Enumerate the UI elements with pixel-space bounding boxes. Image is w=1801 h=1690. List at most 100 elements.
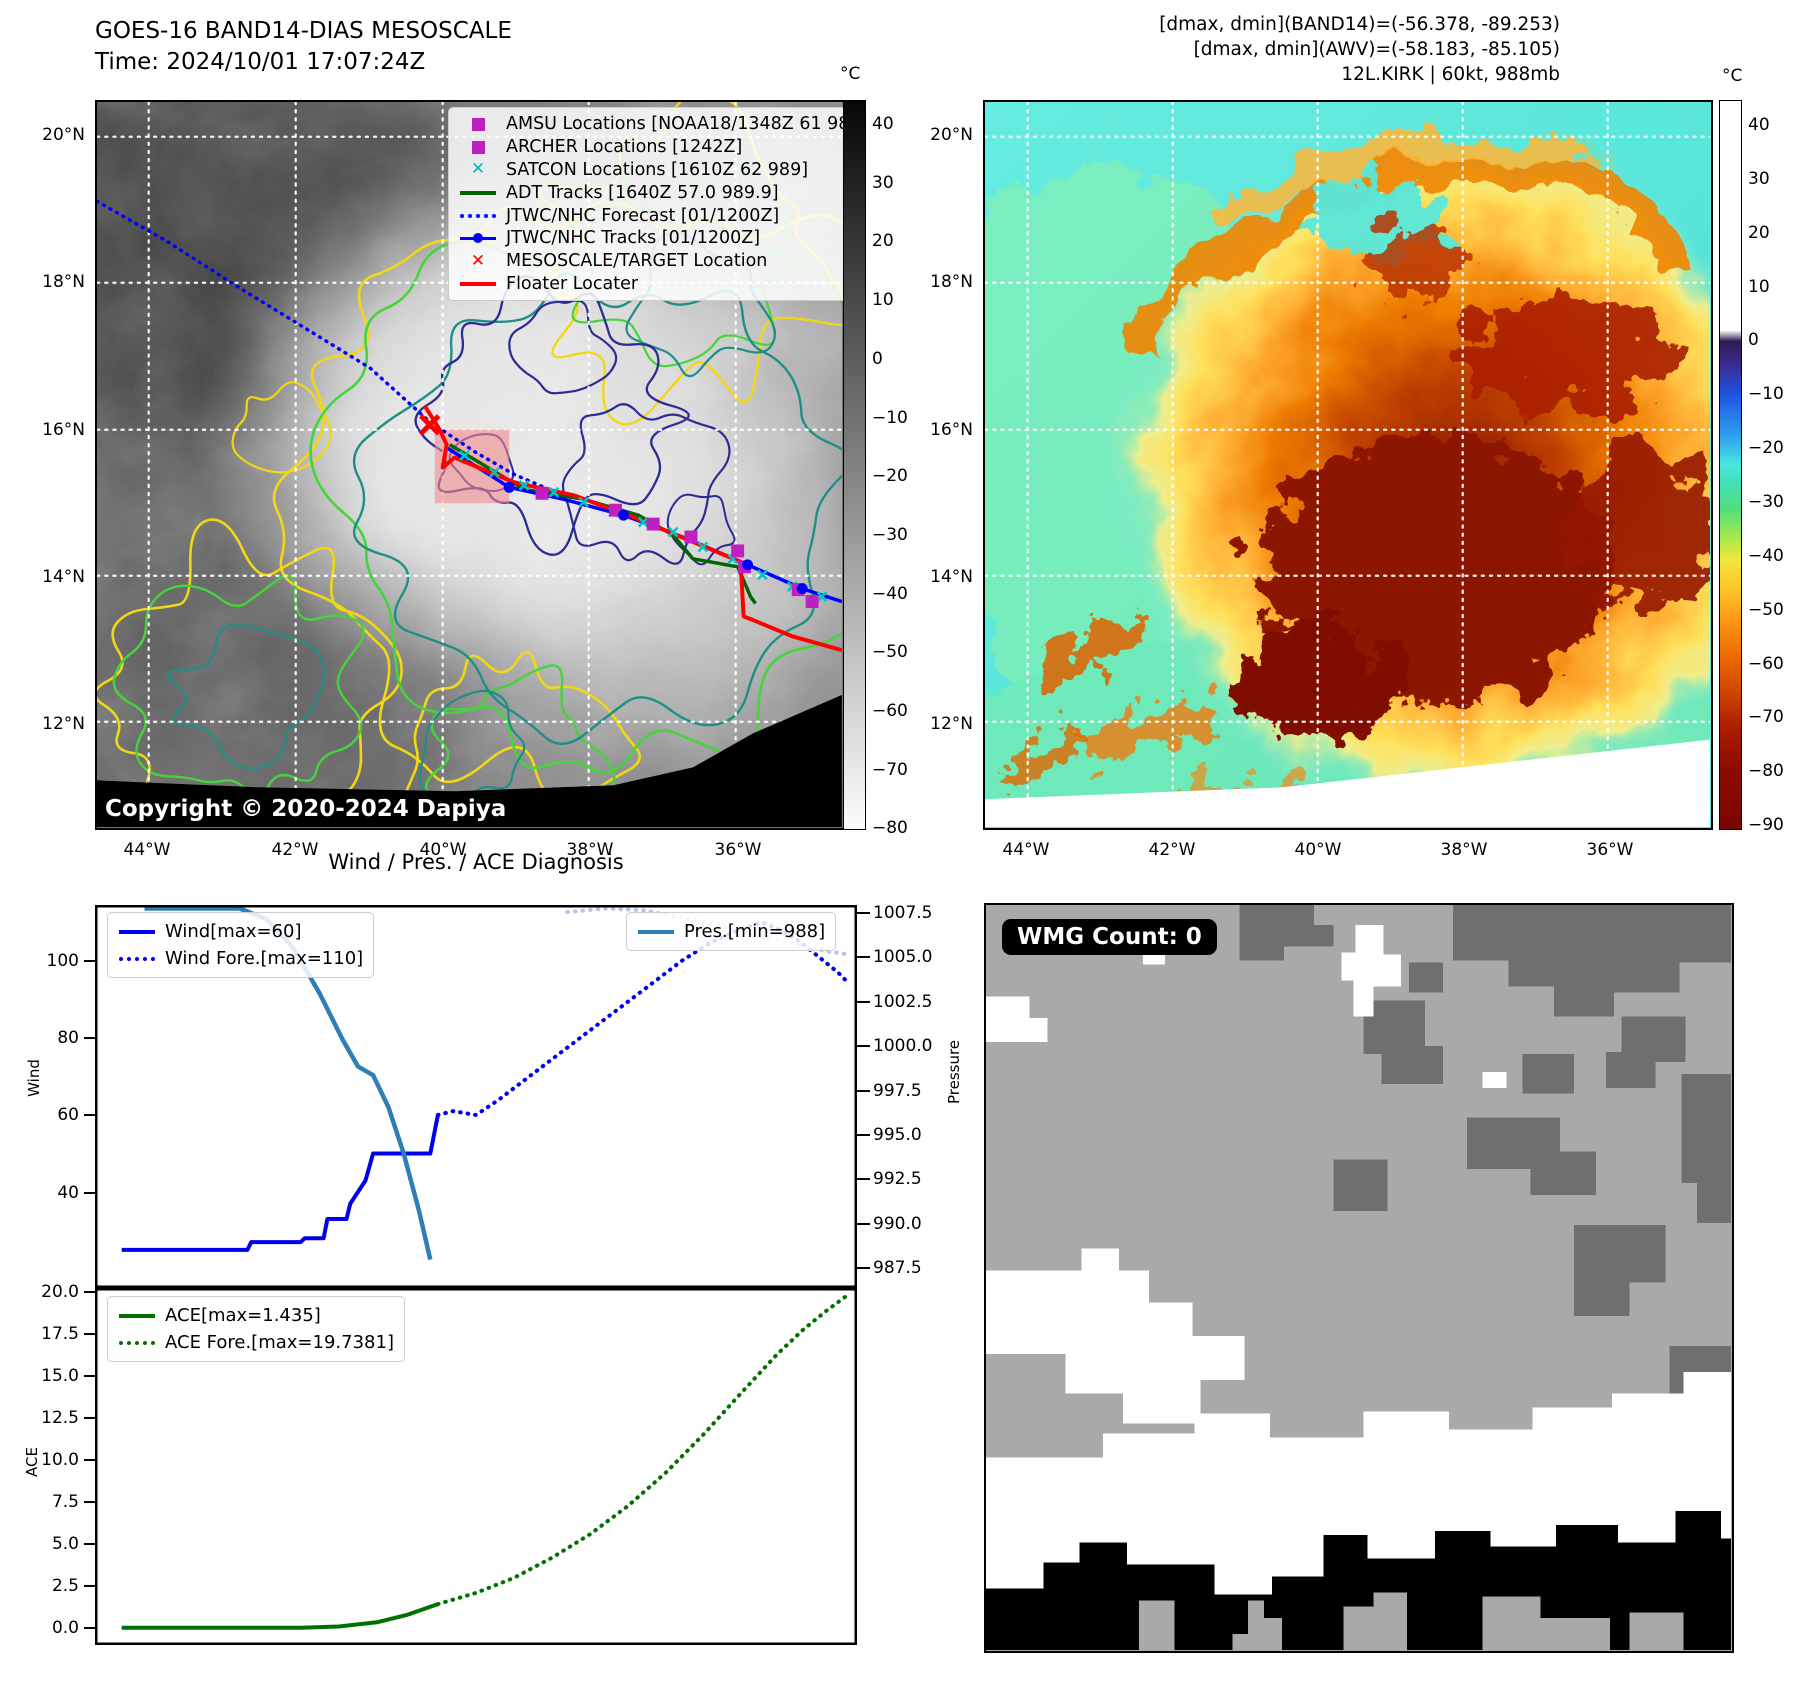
contour-ring (112, 574, 365, 798)
colorbar-tick-label: 0 (1748, 330, 1759, 351)
ace-tick-label: 7.5 (51, 1492, 79, 1512)
legend-row: AMSU Locations [NOAA18/1348Z 61 988] (459, 113, 843, 136)
colorbar-tick-label: −10 (872, 407, 908, 428)
pressure-tick-label: 1002.5 (873, 992, 933, 1012)
wind-legend: Wind[max=60] Wind Fore.[max=110] (107, 912, 375, 978)
lon-tick-label: 36°W (714, 840, 762, 860)
pressure-tick-label: 990.0 (873, 1214, 922, 1234)
legend-row: Pres.[min=988] (637, 918, 825, 945)
legend-row: ✕ SATCON Locations [1610Z 62 989] (459, 159, 843, 182)
map-legend: AMSU Locations [NOAA18/1348Z 61 988] ARCH… (448, 107, 843, 302)
pressure-tick-label: 1007.5 (873, 903, 933, 923)
legend-label: MESOSCALE/TARGET Location (506, 251, 768, 272)
tick-mark (857, 1133, 870, 1137)
header-right: [dmax, dmin](BAND14)=(-56.378, -89.253) … (1159, 12, 1560, 87)
colorbar-ir (1719, 100, 1742, 830)
legend-label: Floater Locater (506, 273, 639, 294)
legend-row: ✕ MESOSCALE/TARGET Location (459, 250, 843, 273)
tick-mark (84, 1374, 95, 1378)
lat-tick-label: 20°N (930, 125, 973, 145)
colorbar-tick-label: −70 (1748, 707, 1784, 728)
colorbar-tick-label: −70 (872, 759, 908, 780)
legend-row: ACE Fore.[max=19.7381] (118, 1329, 394, 1356)
legend-label: ACE Fore.[max=19.7381] (165, 1332, 394, 1353)
ir-enhanced-map (983, 100, 1713, 830)
colorbar-band14 (843, 100, 866, 830)
legend-label: ARCHER Locations [1242Z] (506, 137, 743, 158)
ace-tick-label: 12.5 (41, 1408, 79, 1428)
tick-mark (857, 1089, 870, 1093)
lon-tick-label: 40°W (419, 840, 467, 860)
copyright-label: Copyright © 2020-2024 Dapiya (105, 796, 507, 822)
colorbar-tick-label: −10 (1748, 384, 1784, 405)
line-dot-marker-icon (459, 232, 497, 243)
pressure-axis-label: Pressure (945, 1039, 963, 1105)
legend-label: Wind Fore.[max=110] (165, 948, 364, 969)
wmg-gray-patches (1138, 1592, 1684, 1650)
tick-mark (857, 955, 870, 959)
latlon-grid (985, 102, 1710, 827)
jtwc-position-marker (617, 509, 629, 521)
no-data-region (985, 739, 1710, 827)
ace-tick-label: 5.0 (51, 1534, 79, 1554)
cross-marker-icon: ✕ (470, 250, 486, 271)
square-marker-icon (459, 117, 497, 131)
tick-mark (84, 1458, 95, 1462)
lat-tick-label: 12°N (42, 714, 85, 734)
legend-label: ADT Tracks [1640Z 57.0 989.9] (506, 182, 779, 203)
colorbar-tick-label: −80 (872, 818, 908, 839)
legend-row: ACE[max=1.435] (118, 1302, 394, 1329)
satcon-marker (637, 516, 649, 528)
satcon-marker (578, 496, 590, 508)
wmg-dark-regions (1239, 905, 1731, 1418)
colorbar-tick-label: −50 (872, 642, 908, 663)
series-wind (121, 1114, 440, 1252)
jtwc-position-marker (796, 583, 808, 595)
ace-legend: ACE[max=1.435] ACE Fore.[max=19.7381] (107, 1296, 405, 1362)
tick-mark (857, 1177, 870, 1181)
pressure-legend: Pres.[min=988] (626, 912, 837, 951)
legend-row: JTWC/NHC Tracks [01/1200Z] (459, 227, 843, 250)
colorbar-tick-label: −20 (1748, 438, 1784, 459)
amsu-marker (684, 530, 698, 544)
colorbar-tick-label: 30 (1748, 168, 1770, 189)
contour-ring (397, 651, 642, 827)
series-ace (121, 1602, 439, 1630)
legend-row: Wind[max=60] (118, 918, 363, 945)
lat-tick-label: 18°N (42, 272, 85, 292)
legend-label: SATCON Locations [1610Z 62 989] (506, 159, 809, 180)
colorbar-tick-label: 20 (872, 231, 894, 252)
satcon-marker (518, 479, 530, 491)
amsu-marker (535, 486, 549, 500)
legend-row: ADT Tracks [1640Z 57.0 989.9] (459, 181, 843, 204)
lat-tick-label: 12°N (930, 714, 973, 734)
legend-row: ARCHER Locations [1242Z] (459, 136, 843, 159)
no-data-region (97, 694, 842, 827)
legend-label: ACE[max=1.435] (165, 1305, 321, 1326)
tick-mark (84, 1416, 95, 1420)
colorbar-tick-label: −20 (872, 466, 908, 487)
colorbar-tick-label: 10 (1748, 276, 1770, 297)
legend-row: JTWC/NHC Forecast [01/1200Z] (459, 204, 843, 227)
stat-awv: [dmax, dmin](AWV)=(-58.183, -85.105) (1193, 39, 1560, 60)
legend-row: Floater Locater (459, 273, 843, 296)
lon-tick-label: 38°W (566, 840, 614, 860)
tick-mark (84, 1626, 95, 1630)
line-marker-icon (118, 929, 156, 934)
page-title: GOES-16 BAND14-DIAS MESOSCALE (95, 18, 512, 44)
colorbar-tick-label: −50 (1748, 599, 1784, 620)
wind-axis-label: Wind (25, 1059, 43, 1097)
pressure-tick-label: 995.0 (873, 1125, 922, 1145)
satcon-marker (697, 541, 709, 553)
satcon-marker (757, 569, 768, 581)
colorbar-tick-label: 40 (1748, 115, 1770, 135)
colorbar-tick-label: 10 (872, 290, 894, 311)
lon-tick-label: 44°W (123, 840, 171, 860)
tick-mark (84, 959, 95, 963)
target-x-marker (419, 414, 441, 436)
dots-marker-icon (118, 956, 156, 961)
pressure-tick-label: 997.5 (873, 1081, 922, 1101)
lat-tick-label: 14°N (42, 567, 85, 587)
chart-title: Wind / Pres. / ACE Diagnosis (328, 850, 624, 874)
jtwc-position-marker (503, 481, 515, 493)
